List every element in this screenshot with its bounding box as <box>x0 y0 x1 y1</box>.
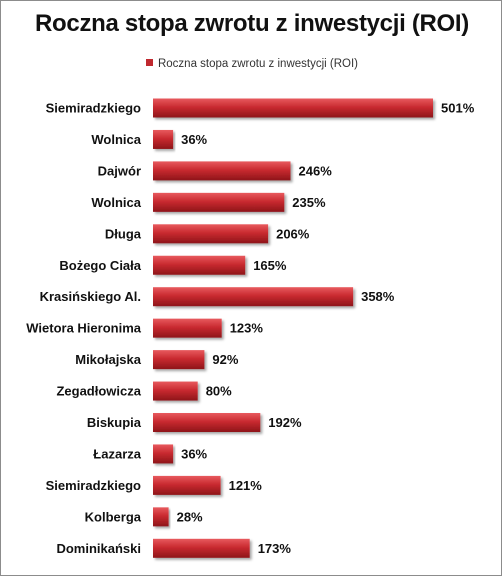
category-label: Kolberga <box>85 509 142 524</box>
bar <box>153 224 269 244</box>
value-label: 123% <box>230 321 264 336</box>
category-label: Wietora Hieronima <box>26 321 142 336</box>
category-label: Krasińskiego Al. <box>40 289 141 304</box>
category-label: Mikołajska <box>75 352 142 367</box>
value-label: 246% <box>299 163 333 178</box>
value-label: 173% <box>258 541 292 556</box>
bars-group: Siemiradzkiego 501% Wolnica 36% Dajwór 246% Wo… <box>26 98 475 558</box>
category-label: Łazarza <box>93 446 141 461</box>
bar <box>153 255 246 275</box>
category-label: Wolnica <box>91 132 141 147</box>
chart-title: Roczna stopa zwrotu z inwestycji (ROI) <box>35 10 469 37</box>
category-label: Siemiradzkiego <box>46 478 141 493</box>
value-label: 92% <box>212 352 238 367</box>
value-label: 165% <box>253 258 287 273</box>
value-label: 358% <box>361 289 395 304</box>
legend-label: Roczna stopa zwrotu z inwestycji (ROI) <box>157 58 359 70</box>
bar <box>153 381 198 401</box>
bar <box>153 507 169 527</box>
bar <box>153 475 221 495</box>
category-label: Siemiradzkiego <box>46 101 141 116</box>
legend-swatch <box>145 59 153 66</box>
value-label: 28% <box>177 509 203 524</box>
category-label: Wolnica <box>91 195 141 210</box>
bar <box>153 350 205 370</box>
value-label: 235% <box>292 195 326 210</box>
value-label: 121% <box>229 478 263 493</box>
category-label: Długa <box>105 226 142 241</box>
legend: Roczna stopa zwrotu z inwestycji (ROI) <box>0 58 504 70</box>
bar <box>153 287 354 307</box>
value-label: 206% <box>276 226 310 241</box>
value-label: 36% <box>181 446 207 461</box>
value-label: 501% <box>441 101 475 116</box>
bar <box>153 318 222 338</box>
category-label: Dominikański <box>56 541 141 556</box>
bar <box>153 161 291 181</box>
bar <box>153 538 250 558</box>
value-label: 80% <box>206 384 232 399</box>
bar <box>153 413 261 432</box>
bar <box>153 98 433 118</box>
category-label: Biskupia <box>87 415 142 430</box>
value-label: 192% <box>268 415 302 430</box>
category-label: Bożego Ciała <box>59 258 141 273</box>
value-label: 36% <box>181 132 207 147</box>
category-label: Zegadłowicza <box>56 384 141 399</box>
category-label: Dajwór <box>98 163 141 178</box>
bar <box>153 192 285 212</box>
bar <box>153 444 174 464</box>
bar <box>153 129 174 149</box>
